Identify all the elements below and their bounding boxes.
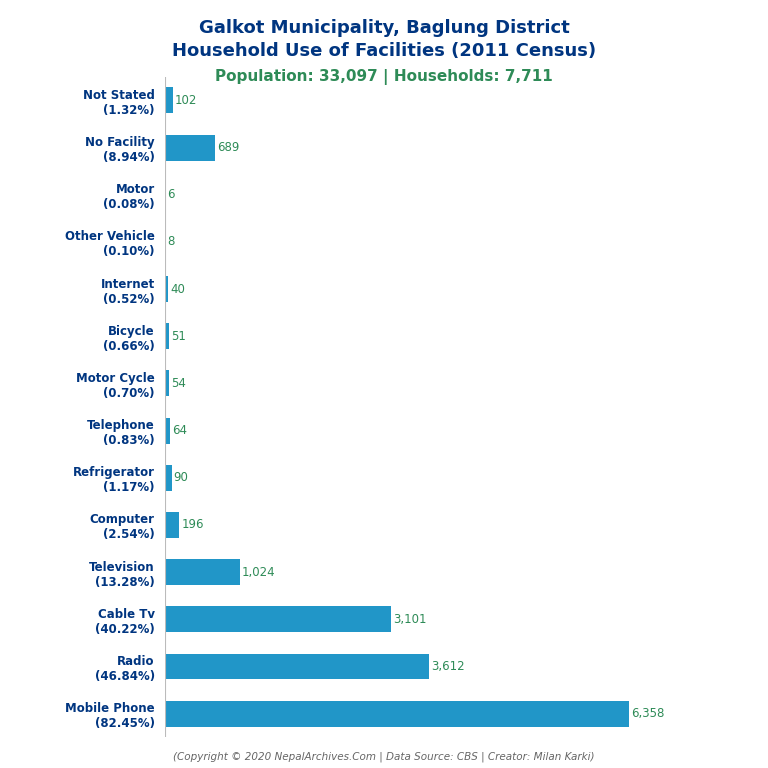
Bar xyxy=(165,276,168,302)
Text: 51: 51 xyxy=(171,329,186,343)
Text: 8: 8 xyxy=(167,236,175,248)
Text: (Copyright © 2020 NepalArchives.Com | Data Source: CBS | Creator: Milan Karki): (Copyright © 2020 NepalArchives.Com | Da… xyxy=(174,751,594,762)
Bar xyxy=(165,88,173,114)
Bar xyxy=(165,465,172,491)
Bar xyxy=(165,134,215,161)
Bar xyxy=(165,559,240,585)
Text: 64: 64 xyxy=(172,424,187,437)
Text: Population: 33,097 | Households: 7,711: Population: 33,097 | Households: 7,711 xyxy=(215,69,553,85)
Text: 40: 40 xyxy=(170,283,185,296)
Text: 102: 102 xyxy=(174,94,197,107)
Text: 689: 689 xyxy=(217,141,240,154)
Text: 3,101: 3,101 xyxy=(393,613,427,626)
Bar xyxy=(165,700,629,727)
Bar xyxy=(165,418,170,444)
Text: Household Use of Facilities (2011 Census): Household Use of Facilities (2011 Census… xyxy=(172,42,596,60)
Bar xyxy=(165,512,180,538)
Text: 90: 90 xyxy=(174,472,189,485)
Bar xyxy=(165,370,169,396)
Text: 6: 6 xyxy=(167,188,175,201)
Text: 3,612: 3,612 xyxy=(431,660,465,673)
Text: Galkot Municipality, Baglung District: Galkot Municipality, Baglung District xyxy=(199,19,569,37)
Bar xyxy=(165,607,392,632)
Bar xyxy=(165,323,169,349)
Text: 54: 54 xyxy=(171,377,186,390)
Text: 6,358: 6,358 xyxy=(631,707,664,720)
Bar xyxy=(165,654,429,680)
Text: 196: 196 xyxy=(181,518,204,531)
Text: 1,024: 1,024 xyxy=(242,566,276,578)
